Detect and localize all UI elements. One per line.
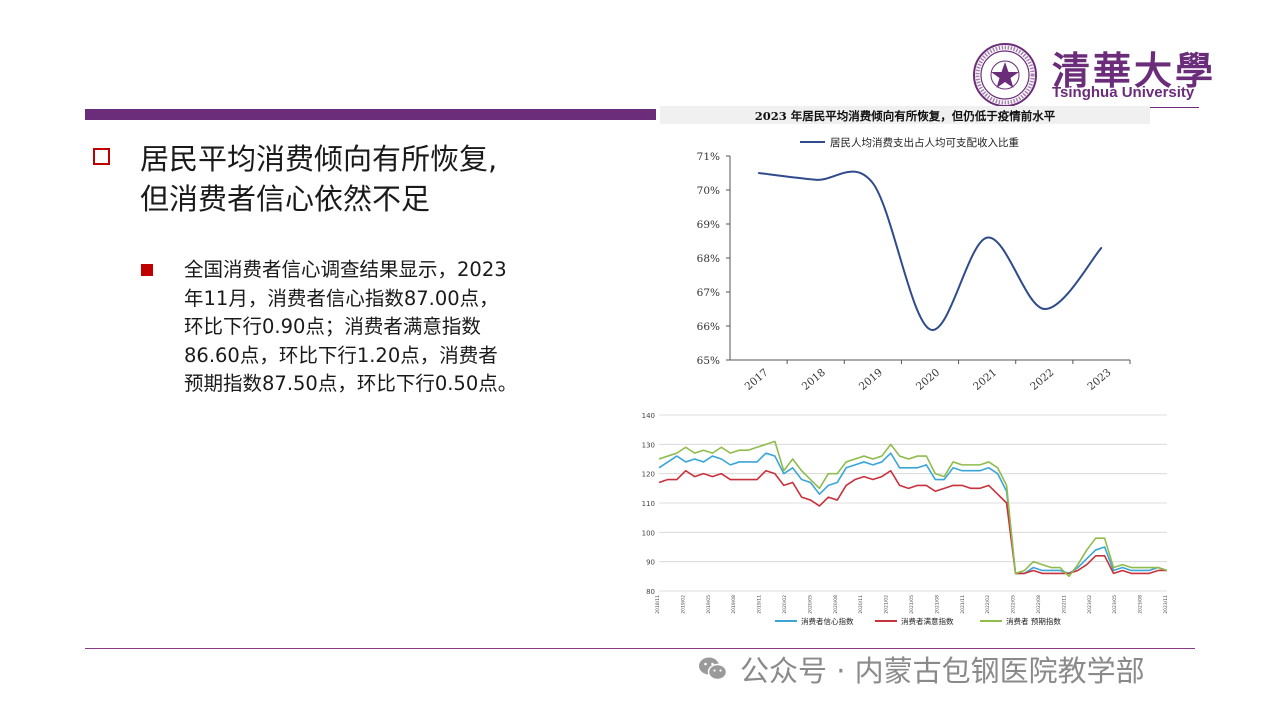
- footer: 公众号 · 内蒙古包钢医院教学部: [698, 648, 1145, 690]
- y-tick-label: 140: [642, 412, 655, 420]
- series-line-2: [658, 440, 1168, 578]
- y-tick-label: 70%: [697, 185, 720, 197]
- data-point: [1043, 308, 1046, 310]
- data-point: [814, 179, 817, 181]
- bullet-line: 年11月，消费者信心指数87.00点，: [184, 286, 499, 310]
- y-tick-label: 100: [642, 529, 655, 537]
- x-tick-label: 2019: [857, 367, 885, 393]
- x-tick-label: 2020/11: [858, 595, 864, 614]
- wechat-icon: [699, 657, 728, 681]
- title-accent-bar: [85, 109, 656, 120]
- x-tick-label: 2020/08: [833, 595, 839, 614]
- x-tick-label: 2022/11: [1061, 595, 1067, 614]
- x-tick-label: 2022/08: [1036, 595, 1042, 614]
- x-tick-label: 2020/05: [807, 595, 813, 614]
- y-tick-label: 90: [646, 559, 655, 567]
- x-tick-label: 2021/02: [884, 595, 890, 614]
- y-tick-label: 66%: [697, 321, 720, 333]
- x-tick-label: 2019/11: [757, 595, 763, 614]
- legend-label: 消费者 预期指数: [1006, 616, 1061, 626]
- x-tick-label: 2023/02: [1087, 595, 1093, 614]
- y-tick-label: 67%: [697, 287, 720, 299]
- series-line-propensity: [758, 170, 1103, 331]
- x-tick-label: 2023/11: [1163, 595, 1169, 614]
- y-tick-label: 69%: [697, 219, 720, 231]
- y-tick-label: 80: [646, 588, 655, 596]
- x-tick-label: 2021/05: [909, 595, 915, 614]
- legend-label: 消费者信心指数: [801, 616, 854, 626]
- y-tick-label: 65%: [697, 355, 720, 367]
- y-tick-label: 130: [642, 441, 655, 449]
- bullet-line: 全国消费者信心调查结果显示，2023: [184, 258, 507, 281]
- x-tick-label: 2017: [743, 367, 771, 393]
- x-tick-label: 2019/02: [680, 595, 686, 614]
- y-tick-label: 110: [642, 500, 655, 508]
- footer-divider: [85, 648, 1195, 649]
- chart-title: 2023 年居民平均消费倾向有所恢复，但仍低于疫情前水平: [755, 109, 1056, 123]
- heading-line-2: 但消费者信心依然不足: [140, 182, 431, 216]
- logo-chinese-name: 清華大學: [1052, 48, 1217, 93]
- heading-line-1: 居民平均消费倾向有所恢复,: [140, 142, 498, 176]
- y-tick-label: 68%: [697, 253, 720, 265]
- series-line-0: [658, 452, 1168, 575]
- legend-label: 居民人均消费支出占人均可支配收入比重: [830, 136, 1019, 149]
- consumer-confidence-chart: 80 90 100 110 120 130 140 2018/11 2019/02 2019/05…: [642, 412, 1169, 626]
- data-point: [986, 236, 988, 239]
- x-tick-label: 2022/02: [985, 595, 991, 614]
- x-tick-label: 2018/11: [655, 595, 661, 614]
- legend-label: 消费者满意指数: [901, 616, 954, 626]
- x-tick-label: 2021/11: [960, 595, 966, 614]
- heading-checkbox-icon: [93, 148, 110, 165]
- data-point: [757, 172, 760, 174]
- x-tick-label: 2023/08: [1138, 595, 1144, 614]
- data-point: [929, 328, 931, 331]
- y-tick-label: 71%: [697, 151, 720, 163]
- x-tick-label: 2020/02: [782, 595, 788, 614]
- x-tick-label: 2022: [1028, 367, 1056, 393]
- bullet-line: 预期指数87.50点，环比下行0.50点。: [184, 372, 518, 395]
- bullet-line: 环比下行0.90点；消费者满意指数: [184, 315, 481, 338]
- footer-text: 公众号 · 内蒙古包钢医院教学部: [740, 654, 1145, 688]
- consumption-propensity-chart: 2023 年居民平均消费倾向有所恢复，但仍低于疫情前水平居民人均消费支出占人均可…: [660, 106, 1150, 393]
- data-point: [872, 182, 874, 184]
- bullet-paragraph: 全国消费者信心调查结果显示，2023 年11月，消费者信心指数87.00点， 环…: [184, 256, 604, 399]
- university-seal-icon: [973, 43, 1037, 107]
- x-tick-label: 2023: [1085, 367, 1113, 393]
- bullet-square-icon: [141, 264, 153, 276]
- y-tick-label: 120: [642, 471, 655, 479]
- bullet-line: 86.60点，环比下行1.20点，消费者: [184, 343, 498, 367]
- data-point: [1100, 247, 1103, 249]
- x-tick-label: 2022/05: [1011, 595, 1017, 614]
- x-tick-label: 2019/08: [731, 595, 737, 614]
- x-tick-label: 2020: [914, 367, 942, 393]
- chart-title-band: [660, 106, 1150, 124]
- logo-english-name: Tsinghua University: [1052, 84, 1195, 101]
- x-tick-label: 2021/08: [934, 595, 940, 614]
- x-tick-label: 2018: [800, 367, 828, 393]
- x-tick-label: 2021: [971, 367, 999, 393]
- series-line-1: [658, 469, 1167, 575]
- x-tick-label: 2023/05: [1112, 595, 1118, 614]
- x-tick-label: 2019/05: [706, 595, 712, 614]
